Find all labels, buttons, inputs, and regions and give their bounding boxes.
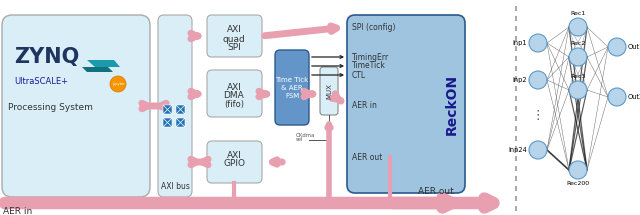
- Text: AXI: AXI: [227, 26, 241, 34]
- Circle shape: [110, 76, 126, 92]
- Text: ReckON: ReckON: [445, 74, 459, 135]
- Circle shape: [569, 161, 587, 179]
- Text: Rec200: Rec200: [566, 181, 589, 186]
- FancyBboxPatch shape: [176, 105, 185, 114]
- Text: AER out: AER out: [418, 187, 454, 196]
- Text: ZYNQ: ZYNQ: [14, 47, 79, 67]
- Text: AXI: AXI: [227, 150, 241, 160]
- Text: SPI (config): SPI (config): [352, 23, 396, 32]
- Polygon shape: [87, 60, 120, 67]
- Text: quad: quad: [223, 34, 245, 43]
- FancyBboxPatch shape: [207, 70, 262, 117]
- Text: (fifo): (fifo): [224, 100, 244, 109]
- Text: Inp1: Inp1: [513, 40, 527, 46]
- FancyBboxPatch shape: [163, 105, 172, 114]
- FancyBboxPatch shape: [347, 15, 465, 193]
- Text: SPI: SPI: [227, 43, 241, 52]
- Text: Rec1: Rec1: [570, 11, 586, 16]
- Circle shape: [608, 38, 626, 56]
- Text: Inp24: Inp24: [508, 147, 527, 153]
- Text: AXI bus: AXI bus: [161, 182, 189, 191]
- Text: AER in: AER in: [3, 207, 32, 215]
- Text: UltraSCALE+: UltraSCALE+: [14, 77, 68, 86]
- Circle shape: [608, 88, 626, 106]
- FancyBboxPatch shape: [207, 141, 262, 183]
- Text: CTL: CTL: [352, 71, 366, 80]
- Text: Out1: Out1: [628, 44, 640, 50]
- Circle shape: [529, 71, 547, 89]
- Text: TimingErr: TimingErr: [352, 52, 389, 61]
- Text: TimeTick: TimeTick: [352, 61, 386, 71]
- Circle shape: [569, 48, 587, 66]
- Text: Inp2: Inp2: [513, 77, 527, 83]
- Text: Processing System: Processing System: [8, 103, 92, 112]
- Text: AXI: AXI: [227, 83, 241, 92]
- Text: sel: sel: [296, 137, 303, 142]
- FancyBboxPatch shape: [158, 15, 192, 197]
- Text: Rec2: Rec2: [570, 41, 586, 46]
- Text: Rec3: Rec3: [570, 74, 586, 79]
- Polygon shape: [82, 67, 113, 72]
- Circle shape: [529, 141, 547, 159]
- Text: MUX: MUX: [326, 83, 332, 99]
- FancyBboxPatch shape: [176, 118, 185, 127]
- FancyBboxPatch shape: [163, 118, 172, 127]
- Text: AER out: AER out: [352, 152, 382, 161]
- FancyBboxPatch shape: [320, 67, 338, 115]
- Circle shape: [569, 81, 587, 99]
- Text: AER in: AER in: [352, 100, 377, 109]
- Text: Time Tick
& AER
FSM: Time Tick & AER FSM: [275, 77, 308, 98]
- Text: DMA: DMA: [223, 92, 244, 100]
- FancyBboxPatch shape: [275, 50, 309, 125]
- FancyBboxPatch shape: [2, 15, 150, 197]
- Text: GPIO: GPIO: [223, 160, 245, 169]
- Circle shape: [529, 34, 547, 52]
- Text: ⋮: ⋮: [532, 109, 544, 121]
- Text: OKdma: OKdma: [296, 133, 316, 138]
- Circle shape: [569, 18, 587, 36]
- Text: Out2: Out2: [628, 94, 640, 100]
- FancyBboxPatch shape: [207, 15, 262, 57]
- Text: jupyter: jupyter: [111, 82, 124, 86]
